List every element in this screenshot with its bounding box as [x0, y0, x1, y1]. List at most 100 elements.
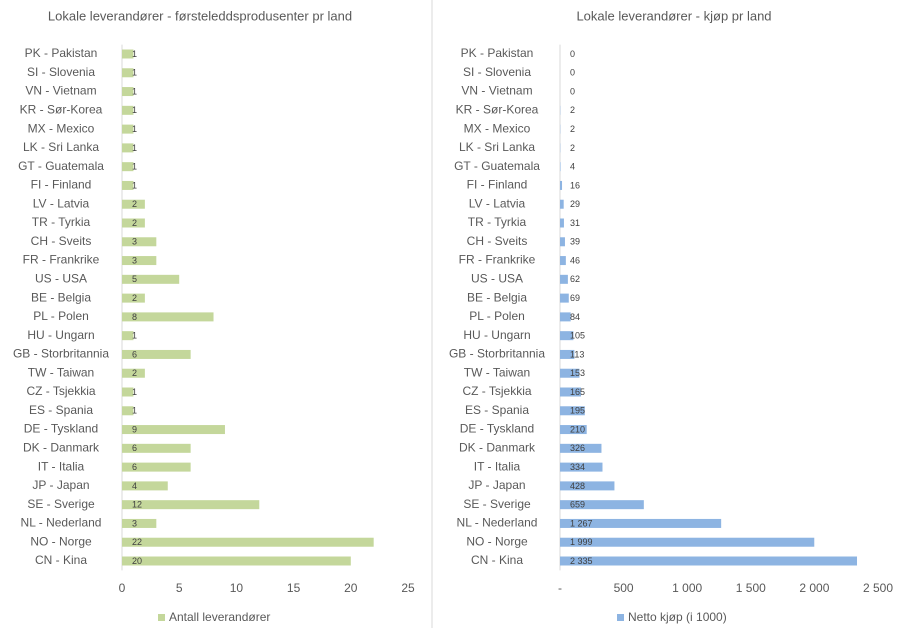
category-label: PL - Polen [33, 309, 89, 323]
value-label: 210 [570, 424, 585, 434]
value-label: 5 [132, 274, 137, 284]
legend-swatch [617, 614, 624, 621]
x-tick-label: 5 [176, 581, 183, 595]
value-label: 0 [570, 86, 575, 96]
value-label: 195 [570, 406, 585, 416]
value-label: 8 [132, 312, 137, 322]
category-label: SE - Sverige [27, 497, 95, 511]
value-label: 46 [570, 255, 580, 265]
bar [560, 331, 574, 341]
value-label: 2 [570, 105, 575, 115]
category-label: US - USA [35, 272, 87, 286]
value-label: 428 [570, 481, 585, 491]
bar [560, 500, 644, 510]
value-label: 334 [570, 462, 585, 472]
bar [122, 518, 157, 528]
value-label: 105 [570, 331, 585, 341]
category-label: HU - Ungarn [463, 328, 530, 342]
bar [560, 387, 581, 397]
category-label: LV - Latvia [469, 196, 526, 210]
bar [122, 87, 134, 97]
x-tick-label: 2 000 [799, 581, 829, 595]
value-label: 2 [132, 218, 137, 228]
value-label: 12 [132, 500, 142, 510]
category-label: NL - Nederland [21, 516, 102, 530]
bar [122, 387, 134, 397]
value-label: 1 [132, 49, 137, 59]
category-label: SI - Slovenia [463, 65, 531, 79]
category-label: GT - Guatemala [454, 159, 540, 173]
category-label: LK - Sri Lanka [459, 140, 535, 154]
bar [560, 481, 615, 491]
value-label: 659 [570, 500, 585, 510]
category-label: VN - Vietnam [461, 84, 532, 98]
bar [122, 124, 134, 134]
value-label: 1 [132, 124, 137, 134]
chart-title: Lokale leverandører - kjøp pr land [576, 8, 771, 23]
category-label: DK - Danmark [23, 441, 100, 455]
bar [122, 49, 134, 59]
value-label: 1 267 [570, 518, 593, 528]
bar [560, 556, 858, 566]
category-label: PL - Polen [469, 309, 525, 323]
value-label: 2 [570, 143, 575, 153]
bar [560, 368, 580, 378]
category-label: GB - Storbritannia [449, 347, 545, 361]
bar [122, 556, 351, 566]
bar [560, 256, 566, 266]
bar [122, 162, 134, 172]
category-label: HU - Ungarn [27, 328, 94, 342]
value-label: 1 [132, 143, 137, 153]
category-label: CH - Sveits [31, 234, 92, 248]
category-label: DK - Danmark [459, 441, 536, 455]
value-label: 3 [132, 255, 137, 265]
value-label: 6 [132, 443, 137, 453]
value-label: 69 [570, 293, 580, 303]
category-label: FI - Finland [467, 178, 528, 192]
bar [560, 406, 585, 416]
x-tick-label: 1 000 [672, 581, 702, 595]
category-label: BE - Belgia [467, 290, 527, 304]
bar [122, 368, 145, 378]
legend-label: Netto kjøp (i 1000) [628, 610, 727, 624]
value-label: 29 [570, 199, 580, 209]
legend-swatch [158, 614, 165, 621]
x-tick-label: 0 [119, 581, 126, 595]
category-label: US - USA [471, 272, 523, 286]
category-label: FI - Finland [31, 178, 92, 192]
value-label: 84 [570, 312, 580, 322]
category-label: KR - Sør-Korea [456, 103, 539, 117]
category-label: IT - Italia [38, 459, 85, 473]
bar [122, 406, 134, 416]
bar [122, 274, 180, 284]
bar [122, 237, 157, 247]
bar [560, 312, 571, 322]
category-label: SI - Slovenia [27, 65, 95, 79]
bar [122, 500, 260, 510]
category-label: FR - Frankrike [459, 253, 536, 267]
bar [560, 218, 564, 228]
value-label: 1 [132, 162, 137, 172]
value-label: 113 [570, 349, 584, 359]
category-label: CN - Kina [471, 553, 523, 567]
category-label: LK - Sri Lanka [23, 140, 99, 154]
value-label: 1 999 [570, 537, 593, 547]
bar [560, 518, 722, 528]
value-label: 326 [570, 443, 585, 453]
category-label: ES - Spania [465, 403, 529, 417]
bar [560, 237, 565, 247]
bar [122, 481, 168, 491]
value-label: 2 [570, 124, 575, 134]
bar [560, 425, 587, 435]
bar [560, 349, 575, 359]
category-label: CZ - Tsjekkia [462, 384, 531, 398]
bar [122, 105, 134, 115]
value-label: 0 [570, 49, 575, 59]
value-label: 1 [132, 180, 137, 190]
bar [122, 537, 374, 547]
value-label: 4 [132, 481, 137, 491]
category-label: JP - Japan [468, 478, 525, 492]
category-label: MX - Mexico [28, 121, 95, 135]
category-label: NL - Nederland [457, 516, 538, 530]
x-tick-label: 1 500 [736, 581, 766, 595]
